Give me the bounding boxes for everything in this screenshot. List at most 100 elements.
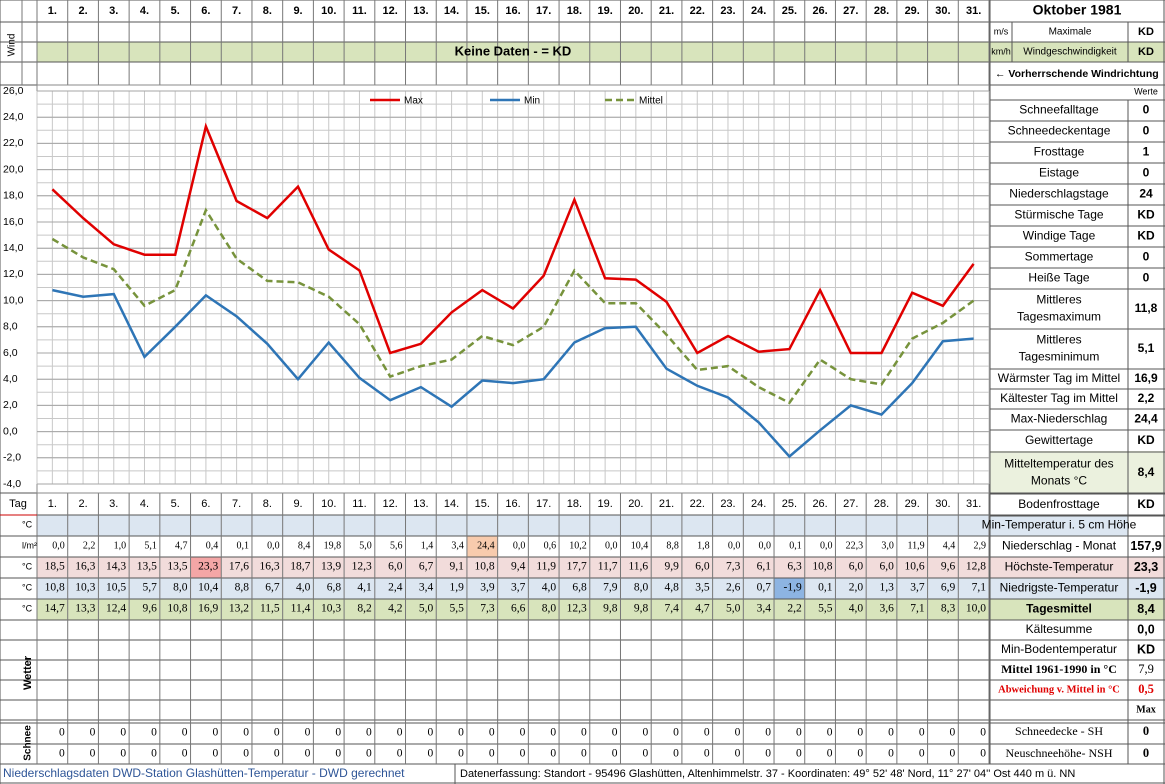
cell-value: 6,6 — [511, 603, 526, 615]
cell-value: 0 — [397, 748, 403, 760]
cell-value: 23,3 — [198, 561, 218, 573]
y-tick-label: 6,0 — [3, 347, 18, 359]
cell-value: 5,6 — [390, 540, 403, 551]
cell-value: 0,0 — [820, 540, 833, 551]
cell-value: 5,0 — [726, 603, 741, 615]
stat-label: Schneefalltage — [1019, 103, 1099, 117]
cell-value: 8,3 — [941, 603, 956, 615]
y-tick-label: 18,0 — [3, 190, 24, 202]
cell-value: 8,2 — [357, 603, 372, 615]
cell-value: 6,8 — [572, 582, 587, 594]
series-line — [52, 288, 974, 459]
day-label: 17. — [536, 5, 551, 17]
day-label: 8. — [263, 498, 272, 510]
day-label: 23. — [720, 5, 735, 17]
summary-value: 0 — [1143, 724, 1149, 738]
cell-value: 12,3 — [352, 561, 372, 573]
stat-value: KD — [1137, 229, 1155, 243]
summary-value: KD — [1137, 642, 1155, 656]
cell-value: 3,5 — [695, 582, 710, 594]
cell-value: 0,1 — [818, 582, 833, 594]
summary-label: Höchste-Temperatur — [1005, 560, 1114, 574]
cell-value: 0 — [765, 748, 771, 760]
cell-value: 0 — [796, 748, 802, 760]
summary-value: 0 — [1143, 746, 1149, 760]
cell-value: 0 — [857, 748, 863, 760]
y-tick-label: 12,0 — [3, 268, 24, 280]
day-label: 3. — [109, 5, 118, 17]
cell-value: 0 — [581, 748, 587, 760]
day-label: 13. — [413, 5, 428, 17]
cell-value: 11,9 — [907, 540, 924, 551]
wind-value: KD — [1138, 46, 1154, 58]
summary-value: 23,3 — [1134, 560, 1158, 574]
cell-value: 4,1 — [357, 582, 372, 594]
unit: °C — [22, 603, 33, 613]
stat-label: Windige Tage — [1023, 229, 1096, 243]
day-label-title: Tag — [9, 498, 27, 510]
cell-value: 11,5 — [260, 603, 280, 615]
cell-value: 3,6 — [879, 603, 894, 615]
cell-value: 7,1 — [972, 582, 987, 594]
stat-value: 11,8 — [1135, 301, 1158, 315]
stat-value: 0 — [1143, 271, 1150, 285]
day-label: 17. — [536, 498, 551, 510]
y-tick-label: -4,0 — [3, 478, 21, 490]
cell-value: 7,3 — [480, 603, 495, 615]
day-label: 26. — [812, 5, 827, 17]
cell-value: 0 — [888, 748, 894, 760]
cell-value: 0 — [950, 748, 956, 760]
stat-label: Monats °C — [1031, 474, 1087, 488]
cell-value: 4,2 — [388, 603, 403, 615]
day-label: 6. — [201, 498, 210, 510]
summary-value: -1,9 — [1135, 581, 1157, 595]
cell-value: 0 — [274, 748, 280, 760]
stat-label: Tagesmaximum — [1017, 310, 1101, 324]
day-label: 11. — [352, 498, 366, 510]
summary-value: 0,5 — [1138, 682, 1154, 696]
stat-label: Sommertage — [1025, 250, 1094, 264]
cell-value: 10,0 — [966, 603, 986, 615]
unit: l/m² — [22, 540, 37, 550]
cell-value: 13,2 — [229, 603, 249, 615]
cell-value: 0,6 — [544, 540, 557, 551]
cell-value: 18,7 — [290, 561, 310, 573]
cell-value: 10,8 — [45, 582, 65, 594]
weather-label: Wetter — [22, 655, 34, 690]
cell-value: 6,0 — [695, 561, 710, 573]
summary-label: Min-Bodentemperatur — [1001, 642, 1117, 656]
day-label: 4. — [140, 498, 149, 510]
stat-value: 16,9 — [1134, 371, 1158, 385]
cell-value: 0 — [735, 727, 741, 739]
summary-label: Niedrigste-Temperatur — [1000, 581, 1119, 595]
cell-value: 10,3 — [75, 582, 95, 594]
day-label: 3. — [109, 498, 118, 510]
cell-value: 0 — [59, 748, 65, 760]
cell-bg — [990, 578, 1165, 599]
y-tick-label: 4,0 — [3, 373, 18, 385]
stat-label: Mitteltemperatur des — [1004, 457, 1113, 471]
stat-label: Eistage — [1039, 166, 1079, 180]
cell-value: 24,4 — [477, 540, 495, 551]
wind-value: KD — [1138, 26, 1154, 38]
cell-value: 0 — [642, 727, 648, 739]
stat-label: Wärmster Tag im Mittel — [998, 371, 1120, 385]
day-label: 7. — [232, 498, 241, 510]
cell-value: 12,3 — [567, 603, 587, 615]
summary-label: Kältesumme — [1026, 622, 1093, 636]
cell-value: 10,6 — [904, 561, 924, 573]
legend-label: Mittel — [639, 96, 663, 107]
cell-value: 1,9 — [450, 582, 465, 594]
day-label: 30. — [935, 498, 950, 510]
y-tick-label: 2,0 — [3, 399, 18, 411]
row-bg — [37, 515, 989, 536]
unit: °C — [22, 561, 33, 571]
cell-value: 0 — [213, 727, 219, 739]
cell-value: 4,0 — [542, 582, 557, 594]
month: Oktober 1981 — [1033, 2, 1122, 18]
summary-label: Abweichung v. Mittel in °C — [998, 684, 1120, 695]
cell-value: 0 — [90, 748, 96, 760]
cell-value: 0 — [335, 727, 341, 739]
cell-value: 4,7 — [695, 603, 710, 615]
cell-value: 0 — [120, 727, 126, 739]
